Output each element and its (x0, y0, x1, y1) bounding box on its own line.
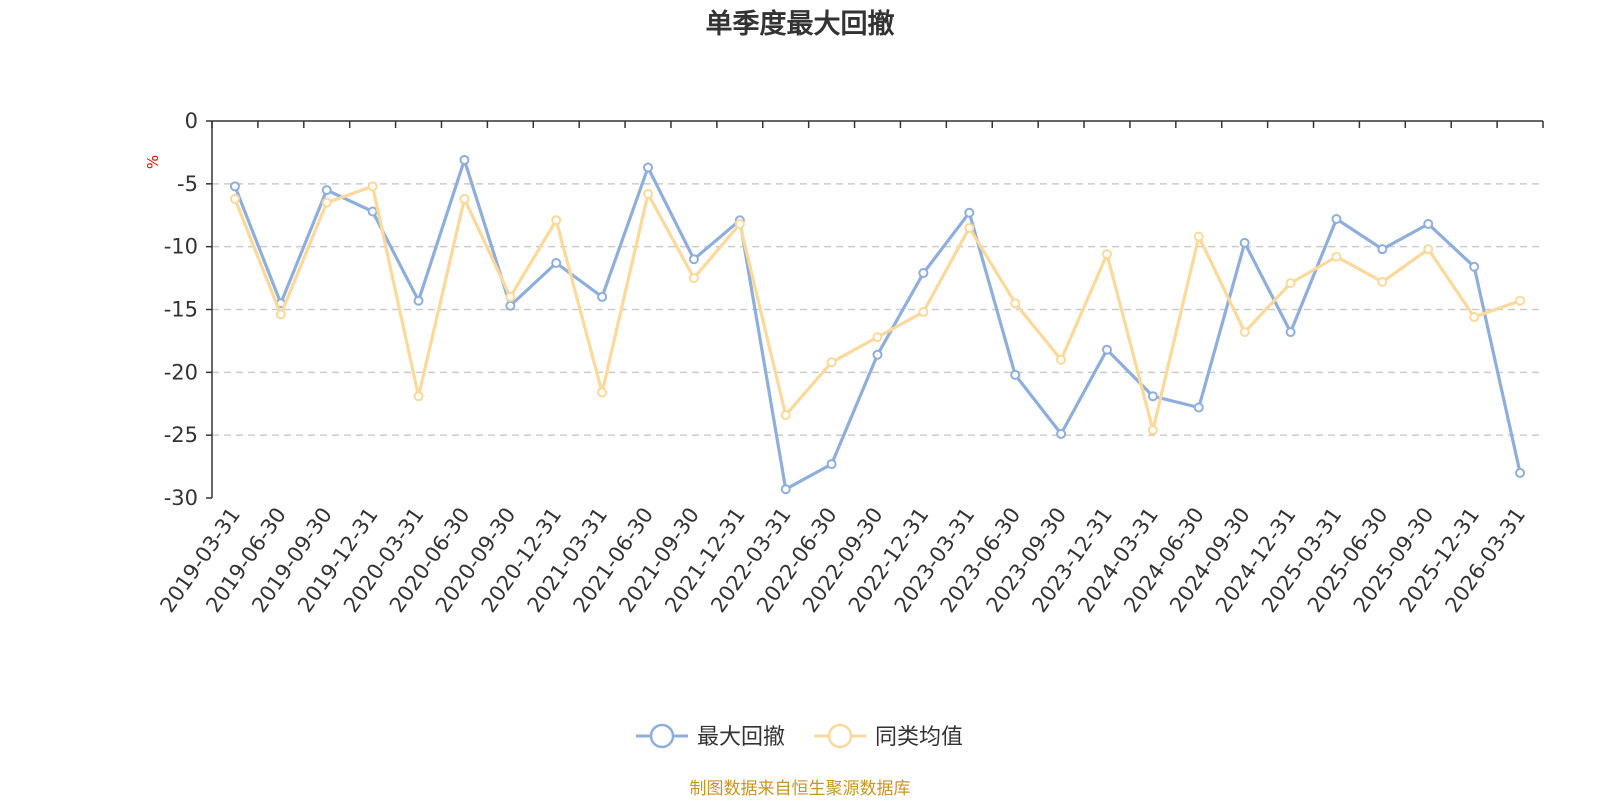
legend-label: 同类均值 (875, 725, 963, 750)
data-point (321, 185, 332, 196)
y-axis-unit-label: % (144, 155, 162, 169)
y-tick-label: -10 (164, 235, 198, 259)
data-point (459, 193, 470, 204)
legend-marker-icon (649, 723, 675, 749)
data-point (229, 193, 240, 204)
data-point (551, 258, 562, 269)
y-tick-label: -15 (164, 298, 198, 322)
data-point (1469, 261, 1480, 272)
data-point (1056, 428, 1067, 439)
legend-label: 最大回撤 (697, 725, 785, 750)
data-point (1239, 327, 1250, 338)
gridlines (212, 183, 1543, 436)
data-source-note: 制图数据来自恒生聚源数据库 (690, 779, 911, 799)
data-point (872, 332, 883, 343)
data-point (1010, 369, 1021, 380)
data-point (826, 459, 837, 470)
data-point (688, 273, 699, 284)
data-point (1331, 251, 1342, 262)
data-point (551, 215, 562, 226)
data-point (275, 309, 286, 320)
legend-item[interactable]: 同类均值 (814, 723, 963, 750)
series-lines (229, 154, 1526, 495)
data-point (643, 162, 654, 173)
data-point (872, 349, 883, 360)
data-point (1239, 237, 1250, 248)
data-point (505, 291, 516, 302)
data-point (1101, 344, 1112, 355)
data-point (321, 197, 332, 208)
data-point (1515, 467, 1526, 478)
data-point (1423, 219, 1434, 230)
data-point (1147, 391, 1158, 402)
data-point (780, 484, 791, 495)
data-point (643, 188, 654, 199)
data-point (918, 268, 929, 279)
series-group (229, 154, 1526, 495)
y-tick-label: -5 (177, 172, 198, 196)
y-tick-label: -25 (164, 423, 198, 447)
data-point (1331, 214, 1342, 225)
data-point (229, 181, 240, 192)
y-tick-label: -20 (164, 360, 198, 384)
data-point (688, 254, 699, 265)
data-point (918, 307, 929, 318)
data-point (1377, 244, 1388, 255)
series-line (233, 158, 1522, 491)
chart-title: 单季度最大回撤 (706, 8, 895, 40)
data-point (964, 207, 975, 218)
y-tick-label: -30 (164, 486, 198, 510)
legend[interactable]: 最大回撤 同类均值 (636, 723, 963, 750)
data-point (780, 410, 791, 421)
data-point (964, 222, 975, 233)
data-point (1010, 298, 1021, 309)
data-point (597, 291, 608, 302)
data-point (413, 391, 424, 402)
data-point (734, 219, 745, 230)
series-line (233, 184, 1522, 432)
data-point (1056, 354, 1067, 365)
data-point (1101, 249, 1112, 260)
data-point (505, 300, 516, 311)
data-point (367, 181, 378, 192)
data-point (413, 295, 424, 306)
data-point (1377, 276, 1388, 287)
series-group (229, 181, 1526, 436)
data-point (1469, 312, 1480, 323)
legend-item[interactable]: 最大回撤 (636, 723, 785, 750)
data-point (367, 206, 378, 217)
data-point (826, 357, 837, 368)
axes: 0-5-10-15-20-25-302019-03-312019-06-3020… (155, 109, 1544, 617)
data-point (1285, 278, 1296, 289)
data-point (1285, 327, 1296, 338)
data-point (1193, 231, 1204, 242)
legend-marker-icon (827, 723, 853, 749)
data-point (459, 154, 470, 165)
data-point (1515, 295, 1526, 306)
data-point (1193, 402, 1204, 413)
data-point (1147, 425, 1158, 436)
y-tick-label: 0 (185, 109, 198, 133)
data-point (597, 387, 608, 398)
data-point (1423, 244, 1434, 255)
